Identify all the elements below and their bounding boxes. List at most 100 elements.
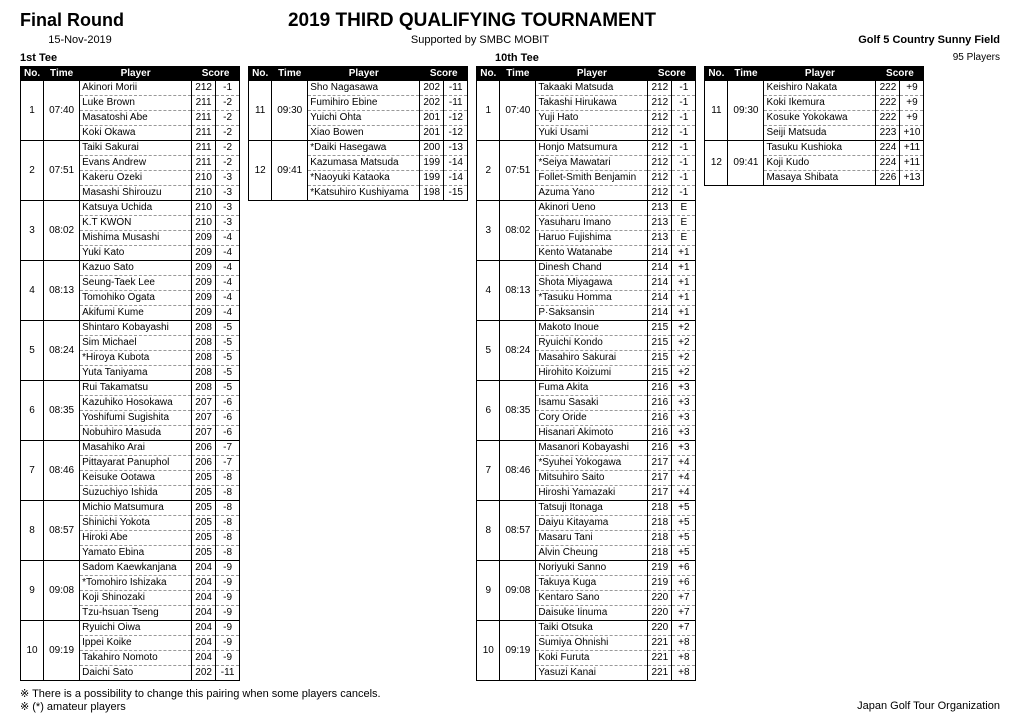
score-par: -11: [216, 666, 240, 681]
score-total: 204: [192, 636, 216, 651]
col-player: Player: [80, 67, 192, 81]
score-total: 211: [192, 156, 216, 171]
score-total: 216: [648, 411, 672, 426]
score-total: 214: [648, 276, 672, 291]
players-count: 95 Players: [953, 52, 1000, 64]
player-name: Shintaro Kobayashi: [80, 321, 192, 336]
score-total: 214: [648, 261, 672, 276]
score-par: +11: [900, 156, 924, 171]
group-time: 08:24: [500, 321, 536, 381]
score-total: 209: [192, 306, 216, 321]
player-name: Kakeru Ozeki: [80, 171, 192, 186]
score-par: -9: [216, 651, 240, 666]
score-total: 209: [192, 276, 216, 291]
score-par: +2: [672, 366, 696, 381]
player-name: Ippei Koike: [80, 636, 192, 651]
score-par: +1: [672, 246, 696, 261]
group-no: 6: [477, 381, 500, 441]
score-par: +10: [900, 126, 924, 141]
score-par: -5: [216, 381, 240, 396]
score-total: 216: [648, 381, 672, 396]
score-par: +3: [672, 426, 696, 441]
score-par: -3: [216, 216, 240, 231]
player-name: Mishima Musashi: [80, 231, 192, 246]
player-name: Keisuke Ootawa: [80, 471, 192, 486]
score-total: 210: [192, 201, 216, 216]
score-par: -6: [216, 426, 240, 441]
player-name: Yasuharu Imano: [536, 216, 648, 231]
score-total: 222: [876, 111, 900, 126]
score-par: -9: [216, 591, 240, 606]
group-time: 08:02: [500, 201, 536, 261]
col-no: No.: [477, 67, 500, 81]
group-time: 09:19: [500, 621, 536, 681]
score-total: 217: [648, 471, 672, 486]
score-total: 220: [648, 621, 672, 636]
player-name: Seung-Taek Lee: [80, 276, 192, 291]
score-par: +3: [672, 441, 696, 456]
score-par: E: [672, 201, 696, 216]
group-no: 3: [21, 201, 44, 261]
score-par: -6: [216, 411, 240, 426]
group-time: 08:13: [44, 261, 80, 321]
table-row: 608:35Rui Takamatsu208-5: [21, 381, 240, 396]
player-name: Taiki Sakurai: [80, 141, 192, 156]
player-name: Tzu-hsuan Tseng: [80, 606, 192, 621]
player-name: Yuji Hato: [536, 111, 648, 126]
score-total: 210: [192, 186, 216, 201]
group-time: 09:41: [728, 141, 764, 186]
score-par: -12: [444, 126, 468, 141]
col-player: Player: [536, 67, 648, 81]
player-name: *Tomohiro Ishizaka: [80, 576, 192, 591]
score-par: +8: [672, 651, 696, 666]
score-total: 210: [192, 171, 216, 186]
supported-by: Supported by SMBC MOBIT: [140, 34, 820, 46]
score-par: -2: [216, 96, 240, 111]
player-name: Akifumi Kume: [80, 306, 192, 321]
player-name: Makoto Inoue: [536, 321, 648, 336]
score-par: +13: [900, 171, 924, 186]
player-name: Daiyu Kitayama: [536, 516, 648, 531]
group-no: 10: [21, 621, 44, 681]
col-score: Score: [420, 67, 468, 81]
tee-10-label: 10th Tee: [495, 52, 539, 64]
score-total: 213: [648, 201, 672, 216]
player-name: Yuki Usami: [536, 126, 648, 141]
player-name: Sumiya Ohnishi: [536, 636, 648, 651]
player-name: Koki Furuta: [536, 651, 648, 666]
score-par: +8: [672, 636, 696, 651]
score-total: 204: [192, 606, 216, 621]
score-par: +5: [672, 501, 696, 516]
player-name: Masaya Shibata: [764, 171, 876, 186]
score-total: 209: [192, 261, 216, 276]
group-no: 5: [21, 321, 44, 381]
score-total: 206: [192, 456, 216, 471]
title-left: Final Round: [20, 10, 124, 31]
score-total: 217: [648, 486, 672, 501]
score-total: 209: [192, 291, 216, 306]
score-par: +6: [672, 576, 696, 591]
score-par: -7: [216, 441, 240, 456]
player-name: Yuta Taniyama: [80, 366, 192, 381]
score-total: 204: [192, 591, 216, 606]
score-par: +9: [900, 111, 924, 126]
score-par: -5: [216, 366, 240, 381]
score-total: 218: [648, 531, 672, 546]
table-row: 508:24Makoto Inoue215+2: [477, 321, 696, 336]
group-time: 08:13: [500, 261, 536, 321]
score-total: 221: [648, 666, 672, 681]
player-name: Mitsuhiro Saito: [536, 471, 648, 486]
score-par: E: [672, 231, 696, 246]
score-total: 212: [648, 186, 672, 201]
score-total: 208: [192, 336, 216, 351]
player-name: K.T KWON: [80, 216, 192, 231]
score-par: -8: [216, 516, 240, 531]
player-name: *Tasuku Homma: [536, 291, 648, 306]
table-row: 608:35Fuma Akita216+3: [477, 381, 696, 396]
group-no: 4: [477, 261, 500, 321]
score-total: 202: [192, 666, 216, 681]
score-total: 216: [648, 426, 672, 441]
player-name: Michio Matsumura: [80, 501, 192, 516]
score-par: -4: [216, 231, 240, 246]
score-par: -5: [216, 351, 240, 366]
